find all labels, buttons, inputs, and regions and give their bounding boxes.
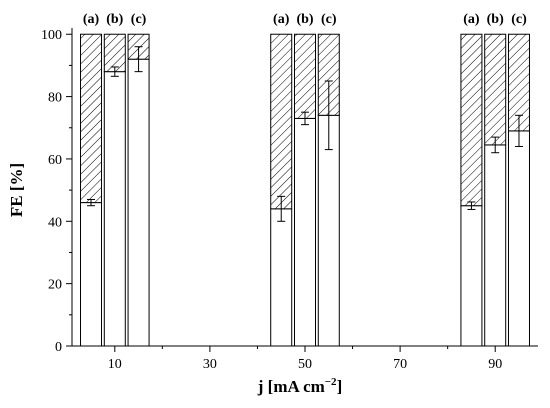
- x-axis-label: j [mA cm−2]: [257, 376, 342, 396]
- y-tick-label-2: 40: [48, 215, 62, 230]
- label-layer: FE [%] j [mA cm−2]: [7, 163, 342, 396]
- plot-layer: (a) (b) (c) (a) (b) (c) (a) (b) (c): [80, 12, 530, 347]
- bar-label-1-0: (a): [273, 12, 290, 27]
- bar-2-2: [507, 130, 530, 347]
- bar-hatched-2-1: [484, 33, 507, 146]
- x-tick-label-2: 50: [298, 357, 312, 372]
- bar-hatched-1-1: [294, 33, 316, 119]
- bar-label-2-1: (b): [487, 12, 504, 27]
- bar-label-0-2: (c): [131, 12, 147, 27]
- x-tick-label-4: 90: [488, 357, 502, 372]
- x-axis-label-tail: ]: [337, 377, 343, 396]
- bar-0-1: [103, 71, 126, 347]
- y-axis-label: FE [%]: [7, 163, 26, 217]
- bar-2-1: [484, 144, 507, 347]
- bar-hatched-1-0: [270, 33, 293, 210]
- y-tick-label-3: 60: [48, 153, 62, 168]
- bar-0-0: [80, 202, 103, 347]
- bar-label-2-2: (c): [511, 12, 527, 27]
- bar-2-0: [460, 205, 483, 347]
- y-tick-label-0: 0: [55, 340, 62, 355]
- x-tick-label-0: 10: [108, 357, 122, 372]
- bar-hatched-2-0: [460, 33, 483, 207]
- axes-layer: 10 30 50 70 90 0 20 40 60 80 100: [41, 28, 538, 372]
- bar-0-2: [127, 58, 150, 347]
- x-axis-label-sup: −2: [325, 376, 337, 388]
- bar-label-1-1: (b): [296, 12, 313, 27]
- bar-1-0: [270, 208, 293, 347]
- y-tick-label-1: 20: [48, 278, 62, 293]
- bar-hatched-0-0: [80, 33, 103, 204]
- bar-label-0-0: (a): [83, 12, 100, 27]
- x-axis-label-main: j [mA cm: [257, 377, 325, 396]
- x-tick-label-3: 70: [393, 357, 407, 372]
- bar-label-2-0: (a): [463, 12, 480, 27]
- x-tick-label-1: 30: [203, 357, 217, 372]
- y-tick-label-4: 80: [48, 91, 62, 106]
- bar-label-1-2: (c): [321, 12, 337, 27]
- bar-1-1: [294, 117, 316, 347]
- bar-label-0-1: (b): [106, 12, 123, 27]
- y-tick-label-5: 100: [41, 28, 62, 43]
- bar-hatched-0-1: [103, 33, 126, 73]
